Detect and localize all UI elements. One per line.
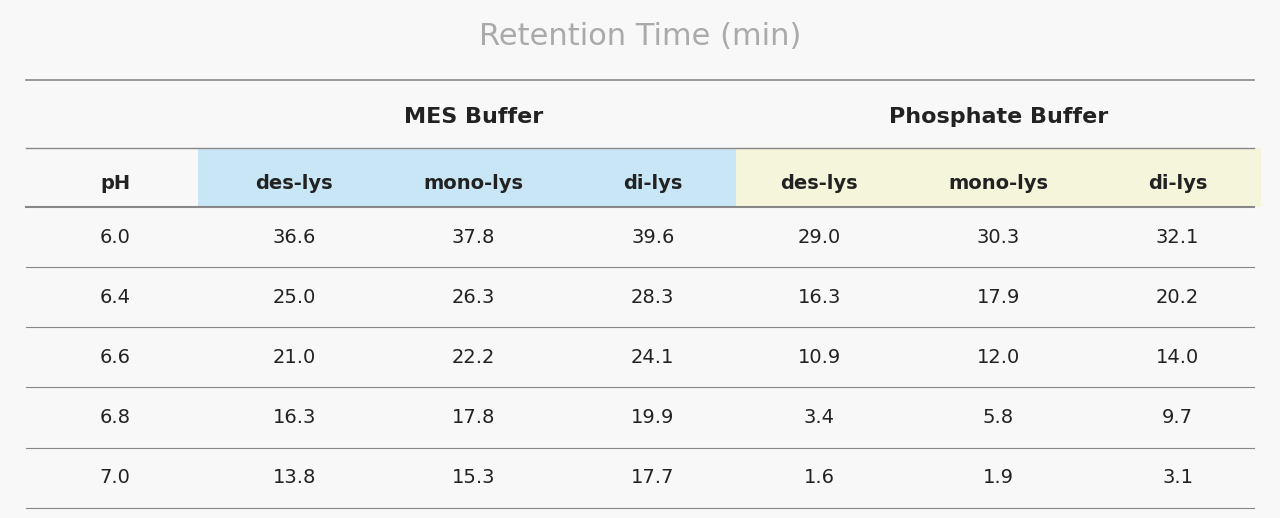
Text: 6.8: 6.8 bbox=[100, 408, 131, 427]
Text: 17.9: 17.9 bbox=[977, 288, 1020, 307]
Text: 21.0: 21.0 bbox=[273, 348, 316, 367]
Text: 12.0: 12.0 bbox=[977, 348, 1020, 367]
Text: 36.6: 36.6 bbox=[273, 228, 316, 247]
Text: des-lys: des-lys bbox=[781, 175, 858, 193]
Text: 28.3: 28.3 bbox=[631, 288, 675, 307]
Text: 9.7: 9.7 bbox=[1162, 408, 1193, 427]
Text: 29.0: 29.0 bbox=[797, 228, 841, 247]
Text: mono-lys: mono-lys bbox=[948, 175, 1048, 193]
Bar bbox=[736, 148, 1261, 207]
Text: 25.0: 25.0 bbox=[273, 288, 316, 307]
Text: 1.9: 1.9 bbox=[983, 468, 1014, 487]
Text: 32.1: 32.1 bbox=[1156, 228, 1199, 247]
Text: des-lys: des-lys bbox=[256, 175, 333, 193]
Text: 14.0: 14.0 bbox=[1156, 348, 1199, 367]
Text: 16.3: 16.3 bbox=[273, 408, 316, 427]
Text: 30.3: 30.3 bbox=[977, 228, 1020, 247]
Text: 3.4: 3.4 bbox=[804, 408, 835, 427]
Text: 15.3: 15.3 bbox=[452, 468, 495, 487]
Text: 6.6: 6.6 bbox=[100, 348, 131, 367]
Text: MES Buffer: MES Buffer bbox=[404, 107, 543, 126]
Text: mono-lys: mono-lys bbox=[424, 175, 524, 193]
Text: 26.3: 26.3 bbox=[452, 288, 495, 307]
Text: di-lys: di-lys bbox=[1148, 175, 1207, 193]
Text: 13.8: 13.8 bbox=[273, 468, 316, 487]
Bar bbox=[198, 148, 736, 207]
Text: 16.3: 16.3 bbox=[797, 288, 841, 307]
Text: 17.7: 17.7 bbox=[631, 468, 675, 487]
Text: 19.9: 19.9 bbox=[631, 408, 675, 427]
Text: 10.9: 10.9 bbox=[797, 348, 841, 367]
Text: 24.1: 24.1 bbox=[631, 348, 675, 367]
Text: 3.1: 3.1 bbox=[1162, 468, 1193, 487]
Text: 20.2: 20.2 bbox=[1156, 288, 1199, 307]
Text: 7.0: 7.0 bbox=[100, 468, 131, 487]
Text: 39.6: 39.6 bbox=[631, 228, 675, 247]
Text: pH: pH bbox=[100, 175, 131, 193]
Text: 1.6: 1.6 bbox=[804, 468, 835, 487]
Text: 22.2: 22.2 bbox=[452, 348, 495, 367]
Text: 6.0: 6.0 bbox=[100, 228, 131, 247]
Text: 6.4: 6.4 bbox=[100, 288, 131, 307]
Text: di-lys: di-lys bbox=[623, 175, 682, 193]
Text: 37.8: 37.8 bbox=[452, 228, 495, 247]
Text: 5.8: 5.8 bbox=[983, 408, 1014, 427]
Text: 17.8: 17.8 bbox=[452, 408, 495, 427]
Text: Retention Time (min): Retention Time (min) bbox=[479, 22, 801, 51]
Text: Phosphate Buffer: Phosphate Buffer bbox=[888, 107, 1108, 126]
